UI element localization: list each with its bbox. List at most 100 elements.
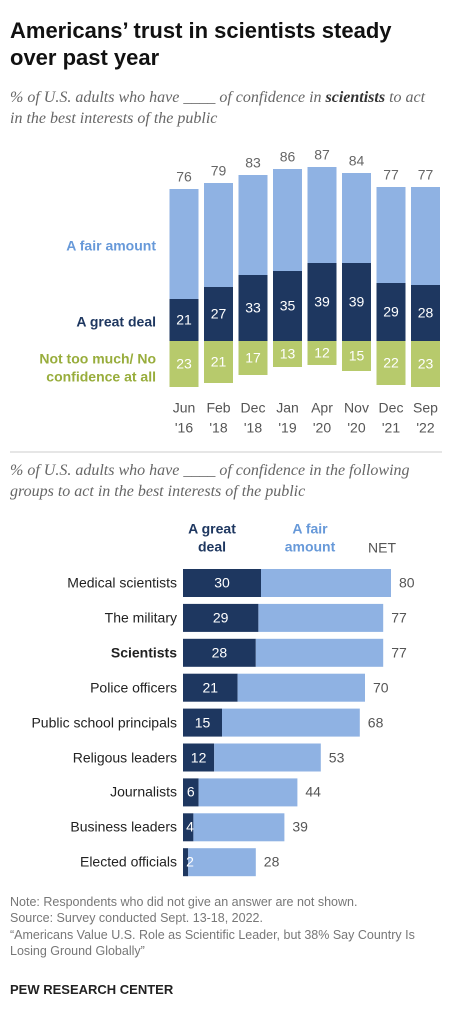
- bar-segment: [273, 341, 302, 367]
- bar-segment: [261, 569, 391, 597]
- value-label: 2: [186, 853, 194, 870]
- total-label: 77: [383, 166, 399, 183]
- total-label: 84: [348, 152, 365, 169]
- x-tick-label: '18: [243, 419, 263, 436]
- note: Note: Respondents who did not give an an…: [10, 895, 358, 909]
- bar-segment: [237, 673, 365, 702]
- bar-segment: [169, 299, 199, 341]
- total-label: 53: [328, 748, 345, 765]
- subtitle: % of U.S. adults who have ____ of confid…: [10, 88, 440, 130]
- bar-segment: [222, 708, 360, 737]
- legend-label: A fair amount: [66, 237, 156, 254]
- x-tick-label: Feb: [206, 399, 231, 416]
- value-label: 6: [186, 783, 195, 800]
- bar-segment: [255, 638, 384, 667]
- bar-segment: [183, 743, 215, 772]
- value-label: 13: [279, 345, 296, 362]
- x-tick-label: '20: [312, 419, 332, 436]
- bar-segment: [273, 169, 302, 271]
- value-label: 28: [417, 304, 434, 321]
- y-tick-label: Medical scientists: [67, 574, 177, 591]
- bar-segment: [169, 341, 199, 387]
- bar-segment: [204, 341, 233, 383]
- value-label: 4: [186, 818, 194, 835]
- bar-segment: [204, 183, 233, 287]
- value-label: 30: [214, 574, 230, 591]
- x-tick-label: Apr: [311, 399, 333, 416]
- bar-segment: [258, 603, 384, 632]
- value-label: 21: [210, 353, 227, 370]
- total-label: 77: [391, 609, 407, 626]
- subtitle-text: to act in the best interests of the publ…: [10, 89, 426, 127]
- x-tick-label: '19: [278, 419, 297, 436]
- subtitle-text: % of U.S. adults who have ____ of confid…: [10, 89, 322, 106]
- bar-segment: [376, 283, 406, 341]
- x-tick-label: '18: [209, 419, 228, 436]
- bar-segment: [183, 848, 189, 877]
- y-tick-label: Elected officials: [79, 853, 177, 870]
- x-tick-label: Jan: [276, 399, 299, 416]
- total-label: 86: [279, 148, 296, 165]
- bar-segment: [273, 271, 302, 341]
- value-label: 29: [212, 609, 229, 626]
- x-tick-label: Dec: [240, 399, 266, 416]
- total-label: 87: [314, 146, 330, 163]
- y-tick-label: Scientists: [110, 644, 177, 661]
- value-label: 39: [314, 293, 330, 310]
- total-label: 70: [373, 678, 389, 695]
- legend-label: A great deal: [76, 313, 156, 330]
- x-tick-label: Sep: [413, 399, 438, 416]
- value-label: 23: [417, 355, 434, 372]
- bar-segment: [376, 187, 406, 283]
- legend-label: Not too much/ No confidence at all: [39, 350, 156, 385]
- y-tick-label: Journalists: [110, 783, 177, 800]
- total-label: 79: [210, 162, 227, 179]
- note: “Americans Value U.S. Role as Scientific…: [10, 927, 415, 958]
- footer: PEW RESEARCH CENTER: [10, 982, 174, 997]
- x-tick-label: '22: [416, 419, 435, 436]
- x-tick-label: '21: [381, 419, 401, 436]
- bar-segment: [193, 813, 285, 842]
- bar-segment: [376, 341, 406, 385]
- x-tick-label: Jun: [172, 399, 196, 416]
- bar-segment: [342, 173, 371, 263]
- value-label: 35: [279, 297, 296, 314]
- value-label: 12: [314, 344, 330, 361]
- bar-segment: [342, 263, 371, 341]
- total-label: 77: [391, 644, 407, 661]
- y-tick-label: Business leaders: [70, 818, 177, 835]
- bar-segment: [411, 341, 440, 387]
- value-label: 23: [176, 355, 192, 372]
- value-label: 21: [176, 311, 192, 328]
- total-label: 39: [292, 818, 308, 835]
- total-label: 44: [305, 783, 321, 800]
- legend-label: NET: [368, 539, 396, 556]
- legend-label: A fair amount: [284, 520, 336, 555]
- y-tick-label: The military: [104, 609, 177, 626]
- bar-segment: [188, 848, 256, 877]
- bar-segment: [307, 263, 337, 341]
- value-label: 29: [383, 303, 399, 320]
- value-label: 22: [383, 354, 399, 371]
- x-tick-label: '20: [347, 419, 366, 436]
- bar-segment: [183, 708, 222, 737]
- bar-segment: [238, 341, 268, 375]
- bar-segment: [238, 275, 268, 341]
- bar-segment: [238, 175, 268, 275]
- y-tick-label: Religous leaders: [72, 748, 177, 765]
- legend-label: A great deal: [188, 520, 236, 555]
- value-label: 15: [348, 347, 365, 364]
- total-label: 76: [176, 168, 192, 185]
- bar-segment: [307, 167, 337, 263]
- bar-segment: [411, 285, 440, 341]
- bar-segment: [169, 189, 199, 299]
- value-label: 21: [202, 678, 219, 695]
- bar-segment: [411, 187, 440, 285]
- y-tick-label: Public school principals: [31, 713, 177, 730]
- total-label: 77: [417, 166, 434, 183]
- value-label: 39: [348, 293, 365, 310]
- total-label: 28: [263, 853, 280, 870]
- bar-segment: [204, 287, 233, 341]
- value-label: 15: [194, 713, 211, 730]
